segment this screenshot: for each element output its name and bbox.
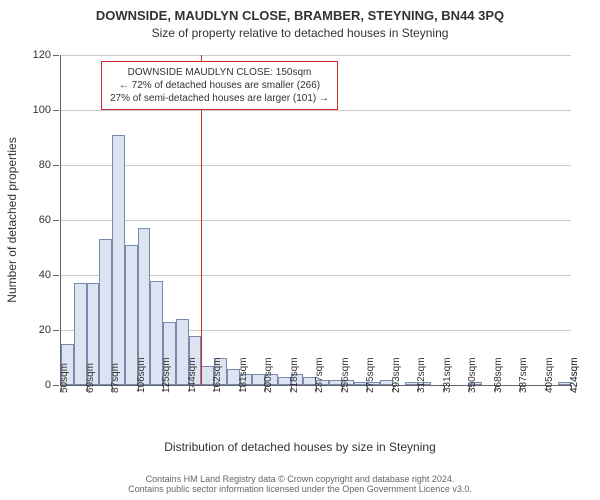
xtick-label: 162sqm <box>212 357 223 393</box>
xtick-label: 312sqm <box>416 357 427 393</box>
xtick-label: 424sqm <box>569 357 580 393</box>
gridline <box>61 55 571 56</box>
ytick-label: 120 <box>33 49 51 61</box>
xtick-label: 144sqm <box>187 357 198 393</box>
ytick-label: 100 <box>33 104 51 116</box>
chart-container: DOWNSIDE, MAUDLYN CLOSE, BRAMBER, STEYNI… <box>0 0 600 500</box>
ytick <box>53 330 59 331</box>
x-axis-label: Distribution of detached houses by size … <box>0 440 600 454</box>
xtick-label: 331sqm <box>442 357 453 393</box>
ytick-label: 0 <box>45 379 51 391</box>
histogram-bar <box>112 135 125 385</box>
xtick-label: 69sqm <box>85 363 96 393</box>
xtick-label: 275sqm <box>365 357 376 393</box>
footer-attribution: Contains HM Land Registry data © Crown c… <box>0 474 600 494</box>
gridline <box>61 165 571 166</box>
xtick-label: 256sqm <box>340 357 351 393</box>
xtick-label: 200sqm <box>263 357 274 393</box>
gridline <box>61 110 571 111</box>
ytick-label: 40 <box>39 269 51 281</box>
annotation-line1: DOWNSIDE MAUDLYN CLOSE: 150sqm <box>110 66 329 79</box>
xtick-label: 368sqm <box>493 357 504 393</box>
xtick-label: 387sqm <box>518 357 529 393</box>
xtick-label: 293sqm <box>391 357 402 393</box>
annotation-line3: 27% of semi-detached houses are larger (… <box>110 92 329 105</box>
xtick-label: 87sqm <box>110 363 121 393</box>
y-axis-label: Number of detached properties <box>5 137 19 302</box>
page-subtitle: Size of property relative to detached ho… <box>0 23 600 40</box>
xtick-label: 50sqm <box>59 363 70 393</box>
xtick-label: 218sqm <box>289 357 300 393</box>
annotation-box: DOWNSIDE MAUDLYN CLOSE: 150sqm ← 72% of … <box>101 61 338 110</box>
ytick-label: 60 <box>39 214 51 226</box>
xtick-label: 405sqm <box>544 357 555 393</box>
xtick-label: 350sqm <box>467 357 478 393</box>
ytick-label: 80 <box>39 159 51 171</box>
xtick-label: 237sqm <box>314 357 325 393</box>
footer-line1: Contains HM Land Registry data © Crown c… <box>0 474 600 484</box>
footer-line2: Contains public sector information licen… <box>0 484 600 494</box>
ytick <box>53 110 59 111</box>
annotation-line2: ← 72% of detached houses are smaller (26… <box>110 79 329 92</box>
ytick <box>53 165 59 166</box>
plot-area: 02040608010012050sqm69sqm87sqm106sqm125s… <box>60 55 571 386</box>
xtick-label: 181sqm <box>238 357 249 393</box>
gridline <box>61 220 571 221</box>
xtick-label: 106sqm <box>136 357 147 393</box>
ytick <box>53 275 59 276</box>
ytick <box>53 55 59 56</box>
xtick-label: 125sqm <box>161 357 172 393</box>
page-title: DOWNSIDE, MAUDLYN CLOSE, BRAMBER, STEYNI… <box>0 0 600 23</box>
ytick-label: 20 <box>39 324 51 336</box>
ytick <box>53 220 59 221</box>
